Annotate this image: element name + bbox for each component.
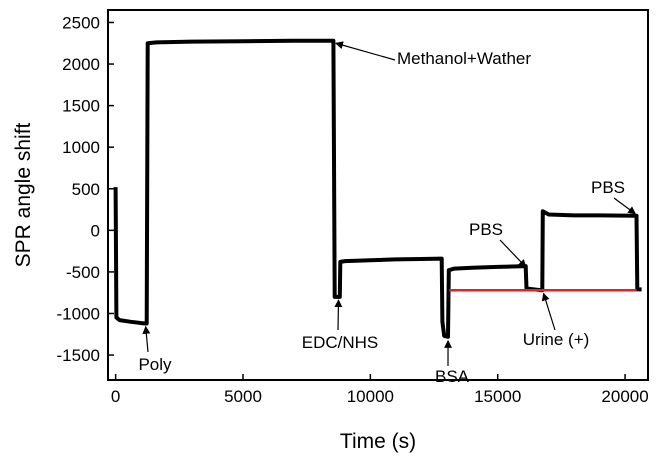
annotation-label: Poly [138, 355, 172, 374]
plot-frame [107, 9, 649, 381]
y-tick-label: 500 [72, 180, 100, 199]
tick-group: 0 5000 10000 15000 2000025002000150010005000… [57, 13, 649, 406]
y-tick-label: -1500 [57, 346, 100, 365]
x-tick-label: 10000 [347, 387, 394, 406]
annotation-arrow [334, 299, 343, 331]
annotation-label: PBS [591, 178, 625, 197]
y-axis-label: SPR angle shift [12, 122, 35, 267]
annotation-label: BSA [435, 367, 470, 386]
y-tick-label: 0 [91, 221, 100, 240]
x-tick-label: 15000 [474, 387, 521, 406]
annotation-label: PBS [469, 220, 503, 239]
annotation-arrow [613, 197, 637, 215]
y-tick-label: 1000 [62, 138, 100, 157]
x-tick-label: 0 [111, 387, 120, 406]
y-tick-label: 1500 [62, 97, 100, 116]
y-tick-label: -1000 [57, 304, 100, 323]
annotation-arrow [499, 239, 527, 268]
x-tick-label: 20000 [601, 387, 648, 406]
plot-area [107, 9, 649, 381]
annotation-arrow [541, 292, 556, 331]
series-line-0 [113, 38, 642, 339]
annotation-arrow [335, 41, 396, 61]
annotation-label: Urine (+) [523, 330, 590, 349]
annotation-label: Methanol+Wather [397, 49, 531, 68]
y-tick-label: -500 [66, 263, 100, 282]
annotation-arrow [142, 325, 151, 353]
y-tick-label: 2500 [62, 13, 100, 32]
annotation-label: EDC/NHS [302, 333, 379, 352]
y-tick-label: 2000 [62, 55, 100, 74]
series-group [113, 38, 642, 339]
annotation-group: Methanol+Wather Poly EDC/NHS BSA PBS Urine (+… [138, 41, 637, 386]
x-axis-label: Time (s) [340, 430, 416, 453]
x-tick-label: 5000 [224, 387, 262, 406]
